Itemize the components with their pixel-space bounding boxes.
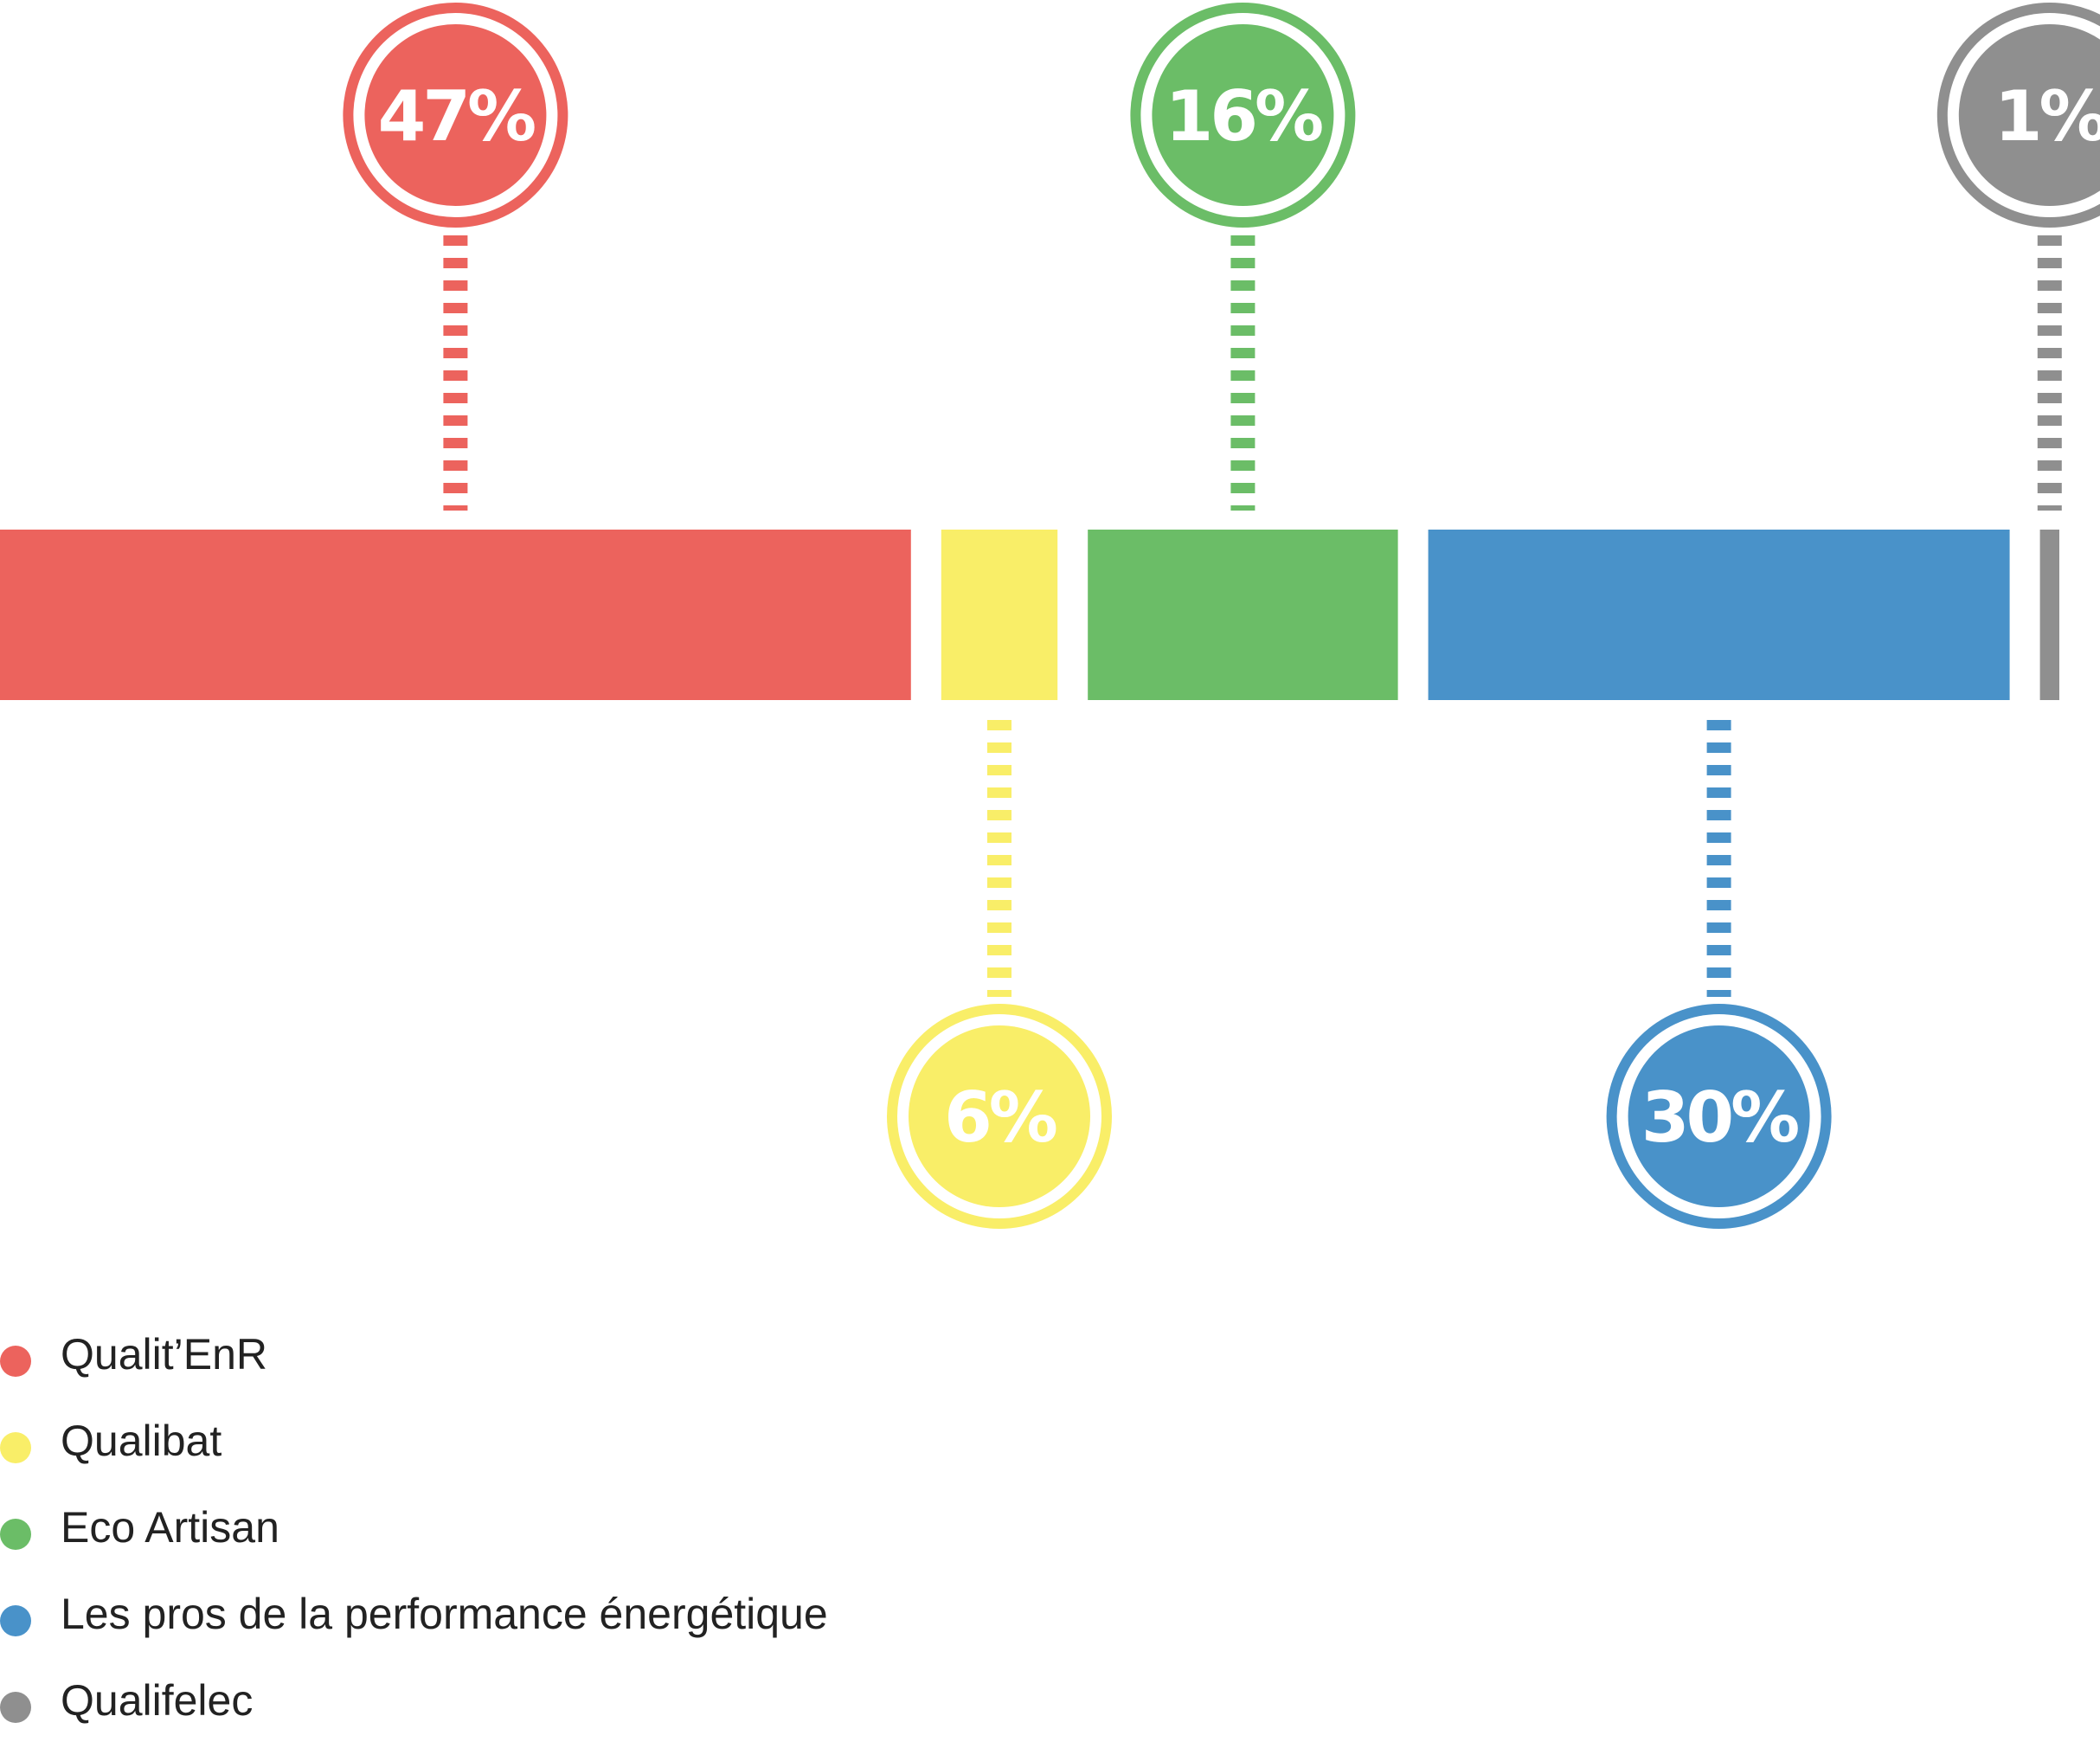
legend-swatch [0,1519,31,1550]
badge-fill [909,1025,1090,1207]
legend-label: Qualibat [61,1417,222,1465]
legend-swatch [0,1346,31,1377]
bar-segment [1088,530,1398,700]
percent-label: 30% [1641,1077,1798,1158]
percent-label: 6% [944,1077,1056,1158]
badge-fill [1152,24,1334,206]
stacked-bar-chart: 47% 6% 16% 30% 1% [0,3,2100,1229]
percent-label: 1% [1994,76,2100,157]
badge-fill [364,24,547,206]
percent-label: 47% [378,76,535,157]
badge-fill [1958,24,2100,206]
callout-badge: 1% [1936,3,2100,228]
callout-badge: 16% [1130,3,1356,228]
bar-segment [1428,530,2010,700]
callout-badge: 6% [887,1004,1112,1229]
badge-fill [1628,1025,1810,1207]
legend-swatch [0,1605,31,1636]
legend-label: Qualifelec [61,1676,254,1725]
legend-swatch [0,1432,31,1463]
callout-badge: 47% [343,3,568,228]
bar-segment [2039,530,2059,700]
legend-label: Qualit’EnR [61,1330,267,1379]
bar-segment [941,530,1058,700]
legend-label: Eco Artisan [61,1503,279,1552]
legend-label: Les pros de la performance énergétique [61,1590,828,1638]
callout-badge: 30% [1606,1004,1832,1229]
percent-label: 16% [1166,76,1322,157]
legend-swatch [0,1692,31,1723]
bar-segment [0,530,911,700]
